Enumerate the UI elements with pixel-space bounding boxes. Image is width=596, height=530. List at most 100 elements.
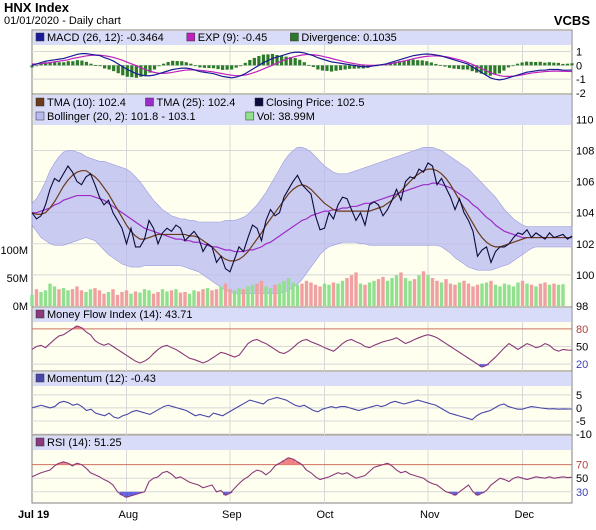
macd-histogram-bar (470, 65, 474, 72)
volume-bar (196, 291, 201, 306)
macd-histogram-bar (466, 65, 470, 70)
y-tick-label: 20 (576, 359, 588, 371)
volume-bar (52, 286, 57, 306)
legend-label-boll: Bollinger (20, 2): 101.8 - 103.1 (47, 111, 196, 123)
y-tick-label: 30 (576, 487, 588, 499)
volume-bar (192, 290, 196, 306)
legend-label-hist: Divergence: 0.1035 (301, 32, 396, 44)
volume-bar (327, 284, 331, 306)
macd-histogram-bar (416, 60, 420, 66)
legend-label-close: Closing Price: 102.5 (266, 97, 364, 109)
x-tick-label: Sep (222, 509, 242, 521)
chart-title: HNX Index (4, 0, 70, 15)
overbought-fill (74, 463, 80, 465)
macd-histogram-bar (161, 63, 166, 66)
legend-label-macd: MACD (26, 12): -0.3464 (47, 32, 164, 44)
legend-bar-macd (33, 31, 571, 45)
macd-histogram-bar (216, 65, 220, 70)
volume-bar (529, 284, 534, 306)
legend-swatch-signal (186, 32, 196, 42)
y-tick-label: 0 (576, 60, 582, 72)
y-tick-label: 110 (576, 114, 594, 126)
volume-bar (205, 288, 210, 306)
macd-histogram-bar (565, 63, 570, 66)
volume-bar (232, 290, 237, 306)
macd-histogram-bar (357, 65, 361, 69)
y-tick-label: 0 (576, 403, 582, 415)
macd-histogram-bar (452, 65, 456, 69)
y-tick-label: 5 (576, 390, 582, 402)
volume-bar (102, 293, 106, 306)
legend-swatch-mom (35, 373, 45, 383)
macd-histogram-bar (234, 65, 238, 68)
volume-bar (70, 289, 75, 306)
y-tick-label: 50 (576, 342, 588, 354)
volume-bar (363, 284, 367, 306)
legend-swatch-macd (35, 32, 45, 42)
volume-bar (345, 278, 349, 306)
macd-histogram-bar (198, 65, 202, 68)
y-tick-label: 1 (576, 47, 582, 59)
legend-swatch-boll (35, 111, 45, 121)
oversold-fill (119, 491, 125, 496)
volume-bar (178, 292, 183, 306)
legend-label-mom: Momentum (12): -0.43 (47, 373, 156, 385)
volume-bar (151, 293, 156, 306)
overbought-fill (277, 463, 282, 465)
macd-histogram-bar (93, 65, 98, 66)
macd-histogram-bar (502, 65, 506, 71)
macd-histogram-bar (175, 60, 179, 66)
macd-histogram-bar (207, 65, 211, 69)
closing-price-line (31, 162, 573, 273)
macd-histogram-bar (547, 62, 551, 66)
macd-histogram-bar (284, 56, 288, 66)
macd-histogram-bar (62, 62, 66, 66)
macd-histogram-bar (316, 65, 320, 70)
volume-bar (165, 291, 169, 306)
macd-histogram-bar (39, 63, 43, 66)
x-tick-label: Jul 19 (18, 509, 49, 521)
volume-bar (259, 280, 264, 306)
x-tick-label: Oct (317, 509, 334, 521)
macd-histogram-bar (511, 65, 515, 67)
macd-histogram-bar (180, 61, 184, 66)
volume-bar (318, 286, 322, 306)
overbought-fill (61, 461, 66, 465)
macd-histogram-bar (157, 65, 161, 67)
macd-histogram-bar (189, 63, 193, 66)
oversold-fill (475, 491, 480, 496)
volume-bar (543, 282, 547, 306)
macd-histogram-bar (107, 65, 111, 70)
volume-bar (169, 290, 174, 306)
volume-bar (30, 294, 34, 306)
macd-histogram-bar (220, 65, 225, 70)
volume-bar (237, 288, 241, 306)
volume-bar (106, 292, 111, 306)
volume-bar (241, 289, 246, 306)
volume-tick-label: 100M (0, 245, 28, 257)
volume-bar (448, 283, 453, 306)
volume-bar (394, 275, 399, 306)
y-tick-label: -1 (576, 74, 586, 86)
volume-bar (534, 286, 538, 306)
legend-swatch-tma25 (145, 97, 154, 107)
volume-bar (295, 284, 300, 306)
volume-bar (421, 271, 426, 306)
volume-bar (358, 283, 363, 306)
volume-bar (115, 294, 120, 306)
legend-label-tma10: TMA (10): 102.4 (47, 97, 126, 109)
brand-label: VCBS (553, 13, 590, 28)
volume-bar (286, 278, 291, 306)
macd-histogram-bar (447, 65, 452, 68)
legend-swatch-close (254, 97, 264, 107)
chart-subtitle: 01/01/2020 - Daily chart (4, 15, 121, 27)
legend-label-mfi: Money Flow Index (14): 43.71 (47, 309, 193, 321)
y-tick-label: -2 (576, 88, 586, 100)
macd-histogram-bar (53, 62, 57, 66)
macd-histogram-bar (325, 65, 329, 71)
macd-histogram-bar (71, 61, 75, 66)
macd-histogram-bar (434, 63, 438, 66)
volume-bar (453, 284, 457, 306)
macd-histogram-bar (543, 62, 547, 66)
macd-histogram-bar (112, 65, 116, 72)
